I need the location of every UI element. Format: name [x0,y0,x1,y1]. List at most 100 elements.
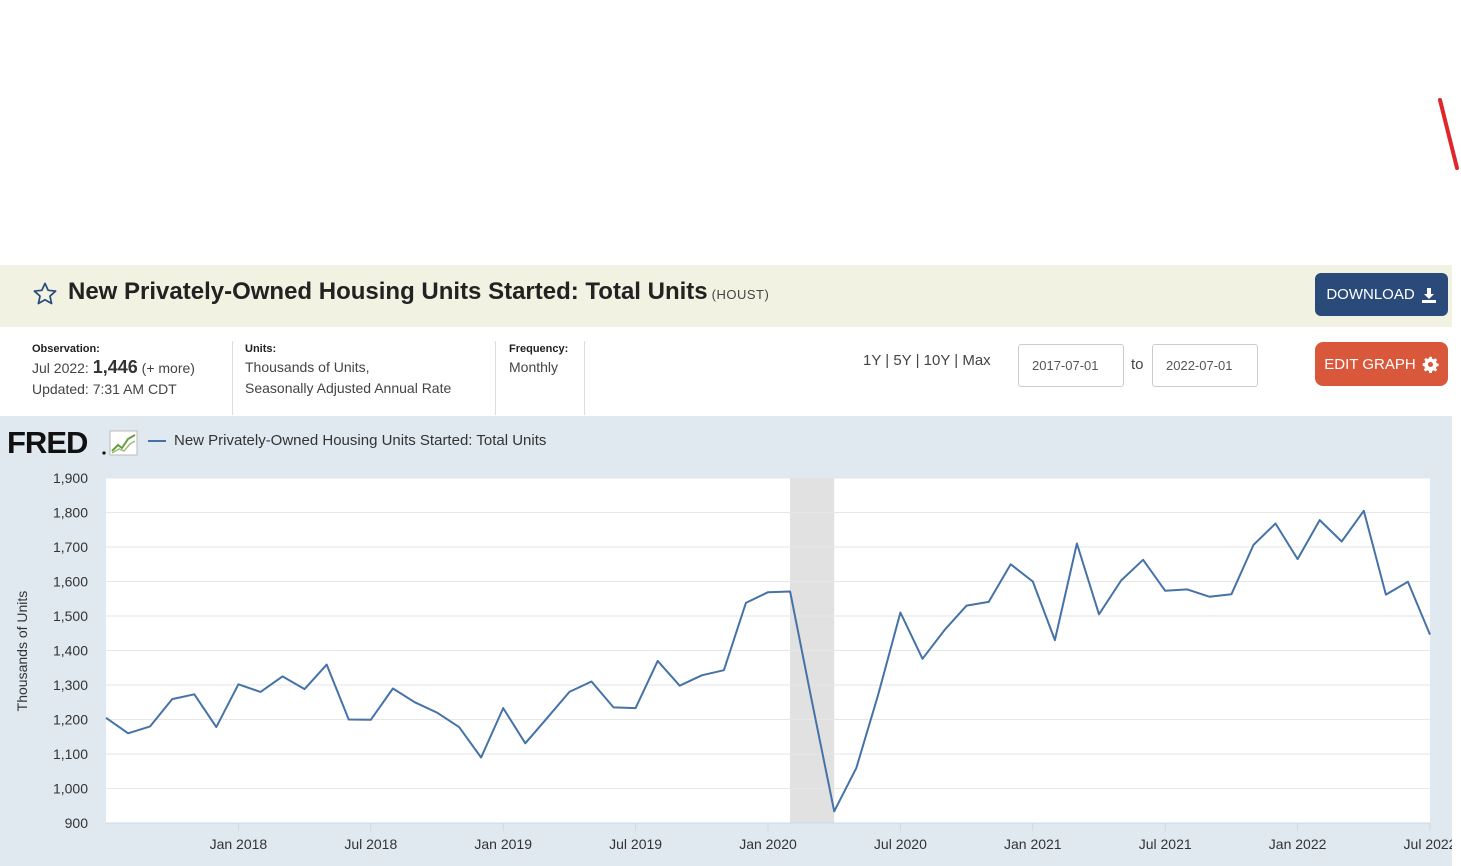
series-title: New Privately-Owned Housing Units Starte… [68,278,708,305]
data-point [567,690,571,694]
line-chart: 900 1,000 1,100 1,200 1,300 1,400 1,500 1,600 1,… [14,470,1452,852]
data-point [303,687,307,691]
data-point [1163,589,1167,593]
x-tick-label: Jul 2020 [874,836,927,852]
download-label: DOWNLOAD [1326,286,1415,303]
observation-label: Observation: [32,343,100,355]
more-observations-link[interactable]: (+ more) [141,360,195,376]
data-point [722,668,726,672]
data-point [126,731,130,735]
edit-graph-button[interactable]: EDIT GRAPH [1315,342,1448,386]
data-point [1031,580,1035,584]
data-point [987,600,991,604]
x-tick-label: Jan 2021 [1004,836,1062,852]
edit-graph-label: EDIT GRAPH [1324,355,1416,373]
y-tick-label: 1,200 [53,712,88,728]
data-point [501,706,505,710]
download-button[interactable]: DOWNLOAD [1315,273,1448,316]
data-point [214,725,218,729]
data-point [148,724,152,728]
chart-legend: New Privately-Owned Housing Units Starte… [148,432,546,449]
data-point [612,705,616,709]
units-line-1: Thousands of Units, [245,359,370,375]
y-tick-label: 1,900 [53,470,88,486]
y-tick-label: 1,700 [53,539,88,555]
frequency-value: Monthly [509,359,559,375]
page-title: New Privately-Owned Housing Units Starte… [68,278,769,306]
data-point [656,659,660,663]
meta-divider [584,341,585,415]
to-label: to [1131,356,1144,373]
meta-divider [232,341,233,415]
data-point [1207,595,1211,599]
x-tick-label: Jan 2019 [474,836,532,852]
data-point [788,590,792,594]
data-point [854,766,858,770]
observation-value: 1,446 [92,357,138,377]
range-separator: | [915,352,920,369]
data-point [766,590,770,594]
data-point [347,718,351,722]
series-title-bar [0,265,1452,327]
svg-text:FRED: FRED [7,426,88,458]
data-point [391,686,395,690]
data-point [258,690,262,694]
data-point [1229,592,1233,596]
x-tick-label: Jul 2018 [344,836,397,852]
data-point [589,680,593,684]
data-point [965,604,969,608]
data-point [1384,593,1388,597]
data-point [435,711,439,715]
x-tick-label: Jan 2020 [739,836,797,852]
data-point [898,611,902,615]
range-max-link[interactable]: Max [962,352,991,369]
data-point [1097,612,1101,616]
data-point [1185,587,1189,591]
legend-swatch [148,439,166,442]
x-tick-label: Jul 2021 [1139,836,1192,852]
y-axis-title: Thousands of Units [14,591,30,712]
data-point [920,657,924,661]
start-date-input[interactable] [1018,344,1124,387]
x-tick-label: Jul 2022 [1404,836,1452,852]
data-point [678,684,682,688]
frequency-label: Frequency: [509,343,569,355]
legend-label: New Privately-Owned Housing Units Starte… [174,432,547,449]
x-tick-label: Jul 2019 [609,836,662,852]
data-point [1362,509,1366,513]
data-point [192,692,196,696]
range-10y-link[interactable]: 10Y [923,352,951,369]
data-point [1340,539,1344,543]
range-5y-link[interactable]: 5Y [893,352,912,369]
y-tick-label: 1,800 [53,505,88,521]
data-point [170,697,174,701]
annotation-mark [1438,98,1459,170]
data-point [832,809,836,813]
observation-date: Jul 2022: [32,360,89,376]
x-tick-label: Jan 2022 [1269,836,1327,852]
series-line [105,509,1431,813]
data-point [369,718,373,722]
data-point [1296,557,1300,561]
y-tick-label: 1,100 [53,746,88,762]
data-point [810,700,814,704]
fred-logo: FRED [7,426,138,458]
star-icon[interactable] [32,281,58,307]
data-point [1318,518,1322,522]
data-point [325,663,329,667]
data-point [545,716,549,720]
data-point [744,601,748,605]
data-point [457,725,461,729]
data-point [1009,562,1013,566]
range-1y-link[interactable]: 1Y [863,352,882,369]
data-point [236,682,240,686]
data-point [1251,543,1255,547]
data-point [413,700,417,704]
data-point [943,628,947,632]
data-point [1274,522,1278,526]
y-tick-label: 1,600 [53,574,88,590]
meta-divider [495,341,496,415]
range-selector: 1Y | 5Y | 10Y | Max [863,352,991,369]
observation-block: Observation: Jul 2022: 1,446 (+ more) Up… [32,341,195,400]
end-date-input[interactable] [1152,344,1258,387]
